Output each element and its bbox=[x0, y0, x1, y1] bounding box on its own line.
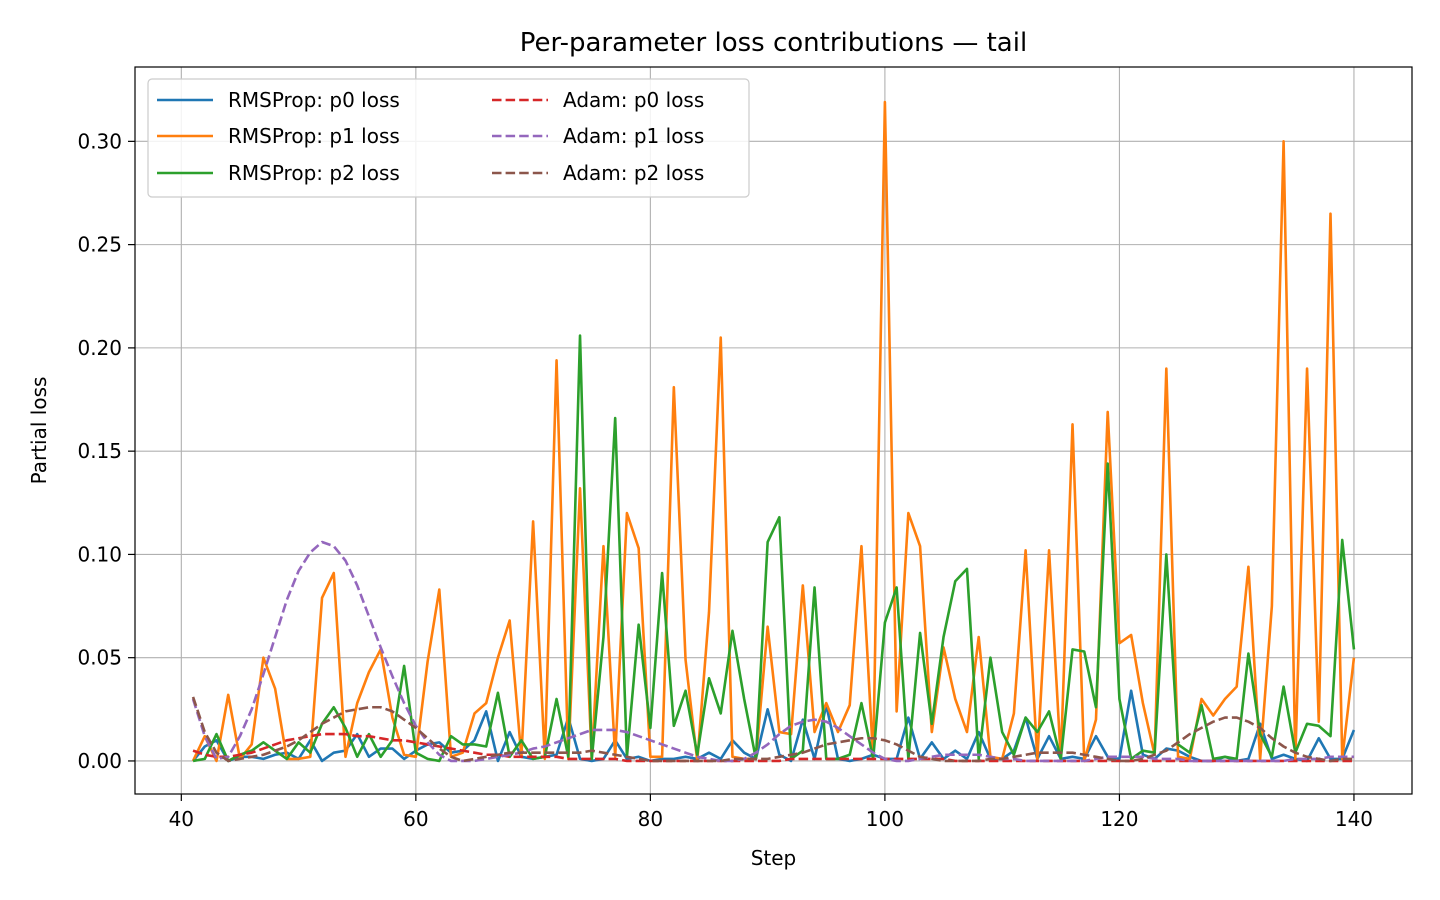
legend-label: Adam: p0 loss bbox=[563, 88, 704, 112]
y-tick-label: 0.00 bbox=[77, 749, 122, 773]
chart-title: Per-parameter loss contributions — tail bbox=[520, 28, 1027, 58]
series-line-rmsprop-p2-loss bbox=[192, 334, 1356, 763]
y-tick-label: 0.20 bbox=[77, 336, 122, 360]
legend: RMSProp: p0 loss RMSProp: p1 loss RMSProp:… bbox=[147, 78, 750, 198]
x-axis-label: Step bbox=[751, 846, 797, 870]
x-tick-label: 140 bbox=[1335, 807, 1373, 831]
x-tick-label: 80 bbox=[638, 807, 663, 831]
y-tick-label: 0.10 bbox=[77, 542, 122, 566]
legend-box bbox=[147, 78, 750, 198]
legend-label: RMSProp: p2 loss bbox=[228, 161, 400, 185]
legend-label: Adam: p2 loss bbox=[563, 161, 704, 185]
grid bbox=[135, 67, 1412, 794]
y-tick-label: 0.15 bbox=[77, 439, 122, 463]
legend-label: RMSProp: p1 loss bbox=[228, 124, 400, 148]
series-line-rmsprop-p0-loss bbox=[192, 689, 1356, 763]
series-line-rmsprop-p1-loss bbox=[191, 100, 1356, 763]
y-axis-label: Partial loss bbox=[27, 377, 51, 485]
x-tick-label: 60 bbox=[403, 807, 428, 831]
y-tick-label: 0.05 bbox=[77, 646, 122, 670]
y-axis-ticks: 0.00 0.05 0.10 0.15 0.20 0.25 0.30 bbox=[77, 129, 135, 773]
x-tick-label: 120 bbox=[1100, 807, 1138, 831]
x-axis-ticks: 40 60 80 100 120 140 bbox=[169, 794, 1373, 831]
y-tick-label: 0.25 bbox=[77, 233, 122, 257]
y-tick-label: 0.30 bbox=[77, 129, 122, 153]
series-layer bbox=[191, 100, 1356, 763]
series-line-adam-p0-loss bbox=[192, 732, 1354, 763]
x-tick-label: 40 bbox=[169, 807, 194, 831]
plot-frame bbox=[134, 66, 1413, 795]
x-tick-label: 100 bbox=[866, 807, 904, 831]
series-line-adam-p2-loss bbox=[191, 696, 1354, 763]
series-line-adam-p1-loss bbox=[191, 540, 1354, 763]
legend-label: RMSProp: p0 loss bbox=[228, 88, 400, 112]
legend-label: Adam: p1 loss bbox=[563, 124, 704, 148]
